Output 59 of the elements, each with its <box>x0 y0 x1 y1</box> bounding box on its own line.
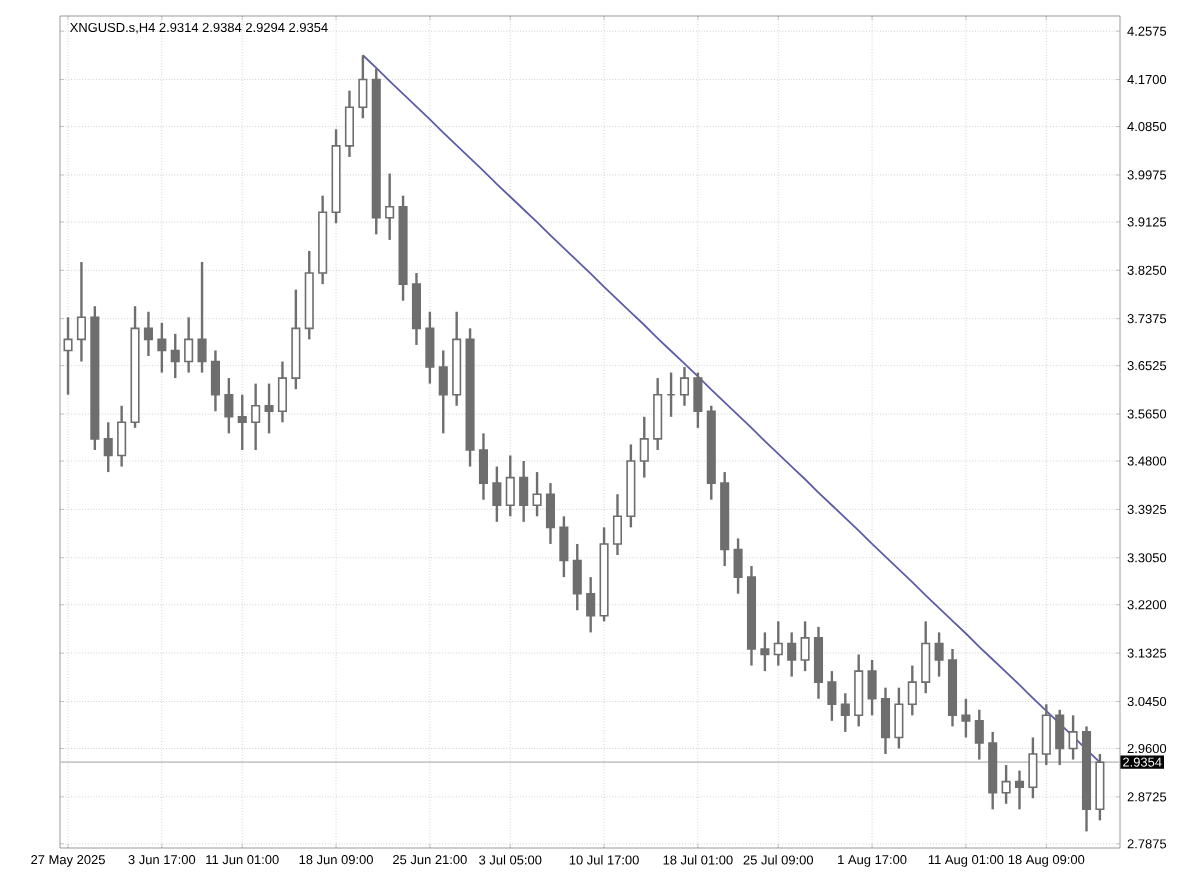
candlestick <box>880 686 891 756</box>
candlestick <box>63 316 73 396</box>
candlestick <box>438 349 448 435</box>
candlestick <box>210 349 220 413</box>
candlestick <box>76 260 86 363</box>
candlestick <box>867 658 877 717</box>
candlestick <box>800 620 810 673</box>
candlestick <box>103 421 113 474</box>
candlestick <box>237 393 247 452</box>
candlestick <box>251 382 261 452</box>
candlestick <box>505 454 515 518</box>
candlestick <box>1001 763 1011 805</box>
candlestick <box>545 481 556 546</box>
candlestick <box>934 631 944 678</box>
candlestick <box>773 620 783 667</box>
candlestick <box>733 537 743 595</box>
candlestick <box>1055 708 1065 767</box>
candlestick <box>787 631 797 678</box>
candlestick <box>519 459 529 524</box>
candlestick <box>961 697 971 739</box>
candlestick <box>974 708 984 761</box>
candlestick <box>143 310 153 358</box>
candlestick <box>894 686 904 750</box>
candlestick <box>157 321 167 374</box>
candlestick <box>385 172 395 242</box>
candlestick <box>532 470 542 518</box>
candlestick <box>639 415 649 479</box>
candlestick <box>572 542 582 612</box>
candlestick <box>264 382 274 435</box>
candlestick <box>813 625 824 700</box>
candlestick <box>840 692 850 734</box>
candlestick <box>170 332 180 380</box>
candlestick <box>1014 769 1025 811</box>
candlestick <box>358 54 368 120</box>
candlestick <box>854 653 864 728</box>
candlestick <box>921 620 931 695</box>
candlestick <box>197 260 207 374</box>
candlestick <box>344 89 355 159</box>
candlestick <box>612 492 623 557</box>
candlestick <box>1095 752 1105 822</box>
candlestick <box>184 316 194 374</box>
candlestick <box>653 376 663 452</box>
candlestick <box>827 669 837 723</box>
candlestick <box>1028 736 1038 800</box>
candlestick <box>760 631 770 673</box>
candlestick <box>1041 703 1051 767</box>
candlestick <box>559 515 569 579</box>
candlestick <box>492 465 502 524</box>
candlestick <box>425 310 435 385</box>
candlestick <box>586 575 596 634</box>
candlestick <box>117 404 127 468</box>
candlestick <box>1068 714 1078 761</box>
candlestick <box>277 360 287 424</box>
candlestick <box>679 365 690 407</box>
candlestick <box>693 371 703 430</box>
candlestick <box>907 664 917 717</box>
candlestick <box>478 432 489 501</box>
candlestick <box>224 376 234 435</box>
candlestick <box>411 271 422 347</box>
